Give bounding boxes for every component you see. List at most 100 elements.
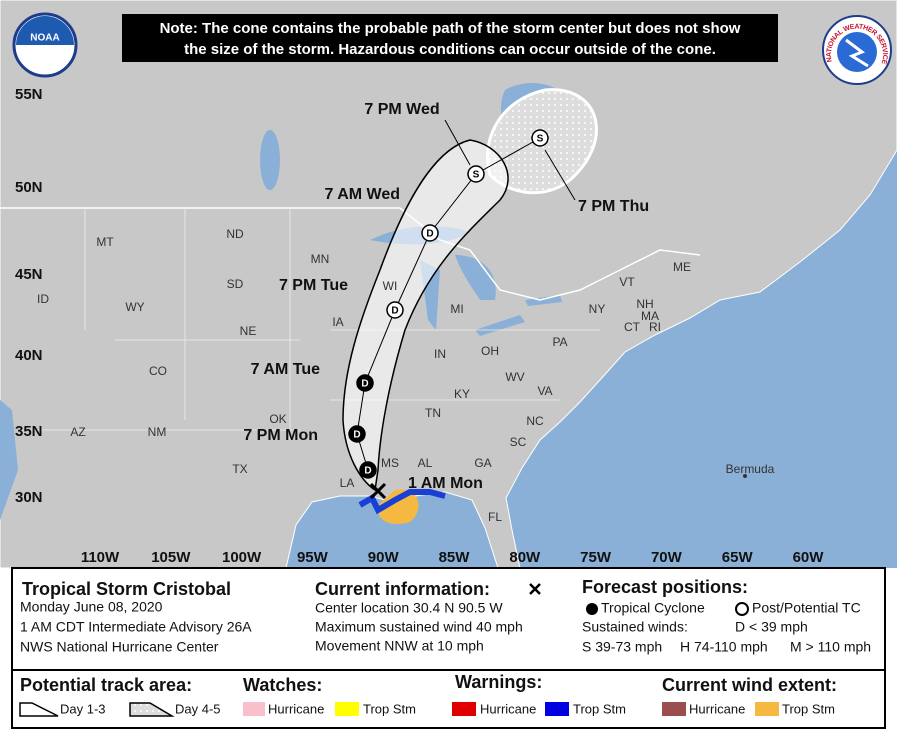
leader-lines bbox=[444, 119, 576, 201]
forecast-marker: D bbox=[353, 430, 360, 441]
forecast-marker: S bbox=[537, 134, 544, 145]
forecast-marker: D bbox=[364, 466, 371, 477]
state-label: AL bbox=[418, 456, 433, 470]
forecast-marker: S bbox=[473, 170, 480, 181]
forecast-label: 7 AM Wed bbox=[324, 186, 400, 203]
wind-extent-ts bbox=[377, 489, 419, 525]
lake-ontario bbox=[525, 295, 562, 306]
legend-heading: Current wind extent: bbox=[662, 675, 837, 695]
lat-label: 55N bbox=[15, 86, 43, 103]
state-label: KY bbox=[454, 387, 470, 401]
legend-heading: Watches: bbox=[243, 675, 322, 695]
state-label: ME bbox=[673, 260, 691, 274]
lon-label: 90W bbox=[368, 549, 400, 566]
forecast-key: Tropical Cyclone bbox=[601, 600, 705, 616]
current-position bbox=[369, 482, 387, 500]
current-x-icon bbox=[529, 583, 541, 595]
current-line: Movement NNW at 10 mph bbox=[315, 638, 484, 654]
state-label: WI bbox=[383, 279, 398, 293]
lat-label: 50N bbox=[15, 179, 43, 196]
state-label: MS bbox=[381, 456, 399, 470]
lon-label: 65W bbox=[722, 549, 754, 566]
ts-warning-swatch bbox=[545, 702, 569, 716]
state-label: WY bbox=[125, 300, 144, 314]
note-line: the size of the storm. Hazardous conditi… bbox=[184, 41, 716, 58]
ts-wind-swatch bbox=[755, 702, 779, 716]
state-label: MN bbox=[311, 252, 330, 266]
state-label: IA bbox=[332, 315, 343, 329]
tc-icon bbox=[586, 603, 598, 615]
day-4-5-swatch bbox=[129, 702, 175, 717]
storm-line: 1 AM CDT Intermediate Advisory 26A bbox=[20, 619, 252, 635]
current-line: Center location 30.4 N 90.5 W bbox=[315, 600, 503, 616]
hurricane-wind-swatch bbox=[662, 702, 686, 716]
lat-label: 30N bbox=[15, 489, 43, 506]
state-label: IN bbox=[434, 347, 446, 361]
state-label: MA bbox=[641, 309, 659, 323]
state-label: PA bbox=[552, 335, 567, 349]
day-1-3-swatch bbox=[19, 702, 59, 717]
lon-label: 70W bbox=[651, 549, 683, 566]
legend-heading: Warnings: bbox=[455, 672, 542, 692]
state-label: NY bbox=[589, 302, 606, 316]
state-label: MI bbox=[450, 302, 463, 316]
forecast-key: D < 39 mph bbox=[735, 619, 808, 635]
forecast-point bbox=[467, 165, 485, 183]
hurricane-watch-swatch bbox=[243, 702, 265, 716]
state-label: GA bbox=[474, 456, 491, 470]
lon-label: 80W bbox=[509, 549, 541, 566]
map bbox=[0, 0, 897, 569]
lon-label: 85W bbox=[439, 549, 471, 566]
info-panel bbox=[11, 567, 886, 729]
forecast-key: Sustained winds: bbox=[582, 619, 688, 635]
state-label: NC bbox=[526, 414, 544, 428]
place-label: Bermuda bbox=[726, 462, 775, 476]
legend-item: Hurricane bbox=[268, 701, 324, 716]
post-tc-icon bbox=[735, 602, 749, 616]
lat-label: 40N bbox=[15, 347, 43, 364]
forecast-marker: D bbox=[361, 379, 368, 390]
state-label: TN bbox=[425, 406, 441, 420]
bermuda-dot bbox=[743, 474, 747, 478]
state-label: TX bbox=[232, 462, 247, 476]
hurricane-warning-swatch bbox=[452, 702, 476, 716]
storm-title: Tropical Storm Cristobal bbox=[22, 579, 231, 599]
note-line: Note: The cone contains the probable pat… bbox=[160, 20, 741, 37]
state-label: CT bbox=[624, 320, 641, 334]
state-label: AZ bbox=[70, 425, 85, 439]
state-label: NH bbox=[636, 297, 653, 311]
state-label: OH bbox=[481, 344, 499, 358]
lon-label: 105W bbox=[151, 549, 191, 566]
forecast-label: 1 AM Mon bbox=[408, 475, 483, 492]
storm-line: NWS National Hurricane Center bbox=[20, 639, 219, 655]
noaa-logo-top bbox=[16, 16, 74, 45]
forecast-point bbox=[359, 461, 377, 479]
forecast-label: 7 PM Thu bbox=[578, 198, 649, 215]
forecast-point bbox=[531, 129, 549, 147]
forecast-key: Forecast positions: bbox=[582, 577, 748, 597]
forecast-point bbox=[356, 374, 374, 392]
pacific bbox=[0, 400, 18, 520]
lon-label: 100W bbox=[222, 549, 262, 566]
forecast-point bbox=[348, 425, 366, 443]
storm-line: Monday June 08, 2020 bbox=[20, 599, 163, 615]
legend-item: Day 1-3 bbox=[60, 701, 106, 716]
legend-heading: Potential track area: bbox=[20, 675, 192, 695]
forecast-key: M > 110 mph bbox=[790, 639, 871, 655]
land bbox=[0, 0, 897, 569]
nws-logo-inner bbox=[837, 32, 877, 72]
legend-item: Hurricane bbox=[480, 701, 536, 716]
lon-label: 75W bbox=[580, 549, 612, 566]
current-line: Maximum sustained wind 40 mph bbox=[315, 619, 523, 635]
forecast-label: 7 PM Wed bbox=[364, 101, 439, 118]
state-label: NM bbox=[148, 425, 167, 439]
forecast-key: Post/Potential TC bbox=[752, 600, 861, 616]
lon-label: 110W bbox=[81, 549, 120, 566]
state-label: VT bbox=[619, 275, 635, 289]
state-label: SC bbox=[510, 435, 527, 449]
forecast-label: 7 AM Tue bbox=[251, 361, 320, 378]
legend-item: Hurricane bbox=[689, 701, 745, 716]
state-label: OK bbox=[269, 412, 286, 426]
forecast-point bbox=[421, 224, 439, 242]
nws-bolt bbox=[845, 38, 869, 68]
